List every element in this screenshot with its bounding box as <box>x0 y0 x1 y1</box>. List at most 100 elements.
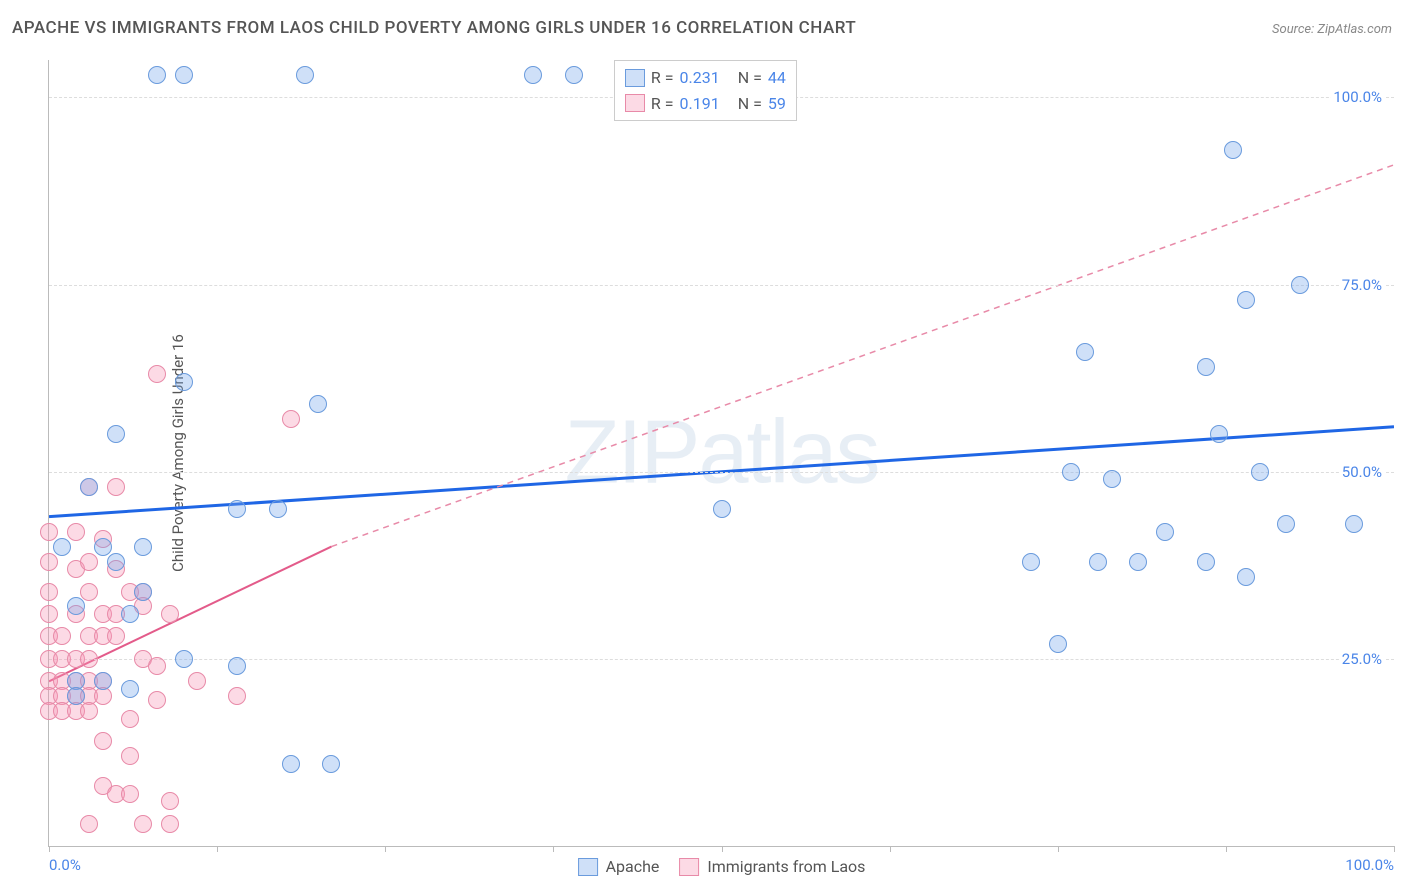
trend-lines-layer <box>49 60 1394 846</box>
gridline-h <box>49 472 1394 473</box>
data-point-laos <box>121 747 139 765</box>
data-point-apache <box>1197 553 1215 571</box>
data-point-apache <box>1237 568 1255 586</box>
chart-container: APACHE VS IMMIGRANTS FROM LAOS CHILD POV… <box>0 0 1406 892</box>
data-point-laos <box>107 627 125 645</box>
data-point-laos <box>282 410 300 428</box>
legend-series-item: Immigrants from Laos <box>679 857 865 876</box>
data-point-apache <box>80 478 98 496</box>
data-point-apache <box>134 583 152 601</box>
data-point-apache <box>1224 141 1242 159</box>
data-point-apache <box>67 597 85 615</box>
x-tick <box>890 846 891 852</box>
data-point-laos <box>80 650 98 668</box>
data-point-laos <box>40 605 58 623</box>
data-point-laos <box>121 710 139 728</box>
source-attribution: Source: ZipAtlas.com <box>1272 22 1392 37</box>
data-point-apache <box>175 66 193 84</box>
y-tick-label: 75.0% <box>1340 276 1384 294</box>
legend-r-label: R = <box>651 91 674 117</box>
legend-swatch <box>679 858 699 876</box>
legend-n-label: N = <box>738 91 762 117</box>
data-point-apache <box>121 680 139 698</box>
data-point-apache <box>107 553 125 571</box>
chart-title: APACHE VS IMMIGRANTS FROM LAOS CHILD POV… <box>12 18 856 38</box>
data-point-laos <box>134 815 152 833</box>
data-point-apache <box>1345 515 1363 533</box>
x-tick-label: 100.0% <box>1345 856 1394 874</box>
data-point-apache <box>269 500 287 518</box>
data-point-apache <box>1210 425 1228 443</box>
plot-area: Child Poverty Among Girls Under 16 ZIPat… <box>48 60 1394 847</box>
data-point-laos <box>228 687 246 705</box>
data-point-apache <box>524 66 542 84</box>
legend-swatch <box>625 94 645 112</box>
legend-n-value: 44 <box>768 65 786 91</box>
x-tick <box>1058 846 1059 852</box>
data-point-apache <box>1237 291 1255 309</box>
data-point-apache <box>175 650 193 668</box>
data-point-apache <box>1089 553 1107 571</box>
x-tick <box>49 846 50 852</box>
legend-series-label: Apache <box>606 857 660 876</box>
data-point-apache <box>121 605 139 623</box>
legend-series: Apache Immigrants from Laos <box>578 857 866 876</box>
data-point-apache <box>94 672 112 690</box>
y-tick-label: 50.0% <box>1340 463 1384 481</box>
data-point-laos <box>121 785 139 803</box>
data-point-laos <box>40 553 58 571</box>
data-point-apache <box>53 538 71 556</box>
data-point-apache <box>94 538 112 556</box>
legend-n-label: N = <box>738 65 762 91</box>
data-point-laos <box>67 523 85 541</box>
data-point-laos <box>94 732 112 750</box>
x-tick <box>1394 846 1395 852</box>
legend-series-item: Apache <box>578 857 660 876</box>
data-point-apache <box>1277 515 1295 533</box>
data-point-laos <box>80 583 98 601</box>
data-point-laos <box>148 657 166 675</box>
data-point-apache <box>1062 463 1080 481</box>
data-point-apache <box>1129 553 1147 571</box>
data-point-apache <box>67 687 85 705</box>
data-point-apache <box>228 657 246 675</box>
x-tick <box>722 846 723 852</box>
data-point-laos <box>80 553 98 571</box>
data-point-apache <box>107 425 125 443</box>
legend-r-value: 0.231 <box>680 65 720 91</box>
data-point-laos <box>148 365 166 383</box>
data-point-apache <box>1103 470 1121 488</box>
data-point-apache <box>309 395 327 413</box>
data-point-apache <box>1251 463 1269 481</box>
data-point-laos <box>188 672 206 690</box>
data-point-apache <box>1197 358 1215 376</box>
data-point-apache <box>282 755 300 773</box>
data-point-apache <box>1076 343 1094 361</box>
legend-stats: R = 0.231N = 44R = 0.191N = 59 <box>614 60 797 121</box>
watermark: ZIPatlas <box>564 402 878 505</box>
data-point-laos <box>53 627 71 645</box>
data-point-laos <box>161 605 179 623</box>
legend-series-label: Immigrants from Laos <box>707 857 865 876</box>
x-tick-label: 0.0% <box>49 856 81 874</box>
gridline-h <box>49 285 1394 286</box>
data-point-apache <box>713 500 731 518</box>
legend-swatch <box>578 858 598 876</box>
data-point-laos <box>161 792 179 810</box>
data-point-apache <box>1049 635 1067 653</box>
legend-stats-row: R = 0.191N = 59 <box>625 91 786 117</box>
x-tick <box>385 846 386 852</box>
data-point-laos <box>80 702 98 720</box>
legend-r-value: 0.191 <box>680 91 720 117</box>
y-tick-label: 25.0% <box>1340 650 1384 668</box>
data-point-laos <box>161 815 179 833</box>
gridline-h <box>49 659 1394 660</box>
legend-stats-row: R = 0.231N = 44 <box>625 65 786 91</box>
legend-swatch <box>625 69 645 87</box>
data-point-apache <box>1022 553 1040 571</box>
data-point-apache <box>175 373 193 391</box>
y-axis-label: Child Poverty Among Girls Under 16 <box>169 334 187 572</box>
data-point-laos <box>40 583 58 601</box>
data-point-apache <box>148 66 166 84</box>
data-point-laos <box>40 523 58 541</box>
